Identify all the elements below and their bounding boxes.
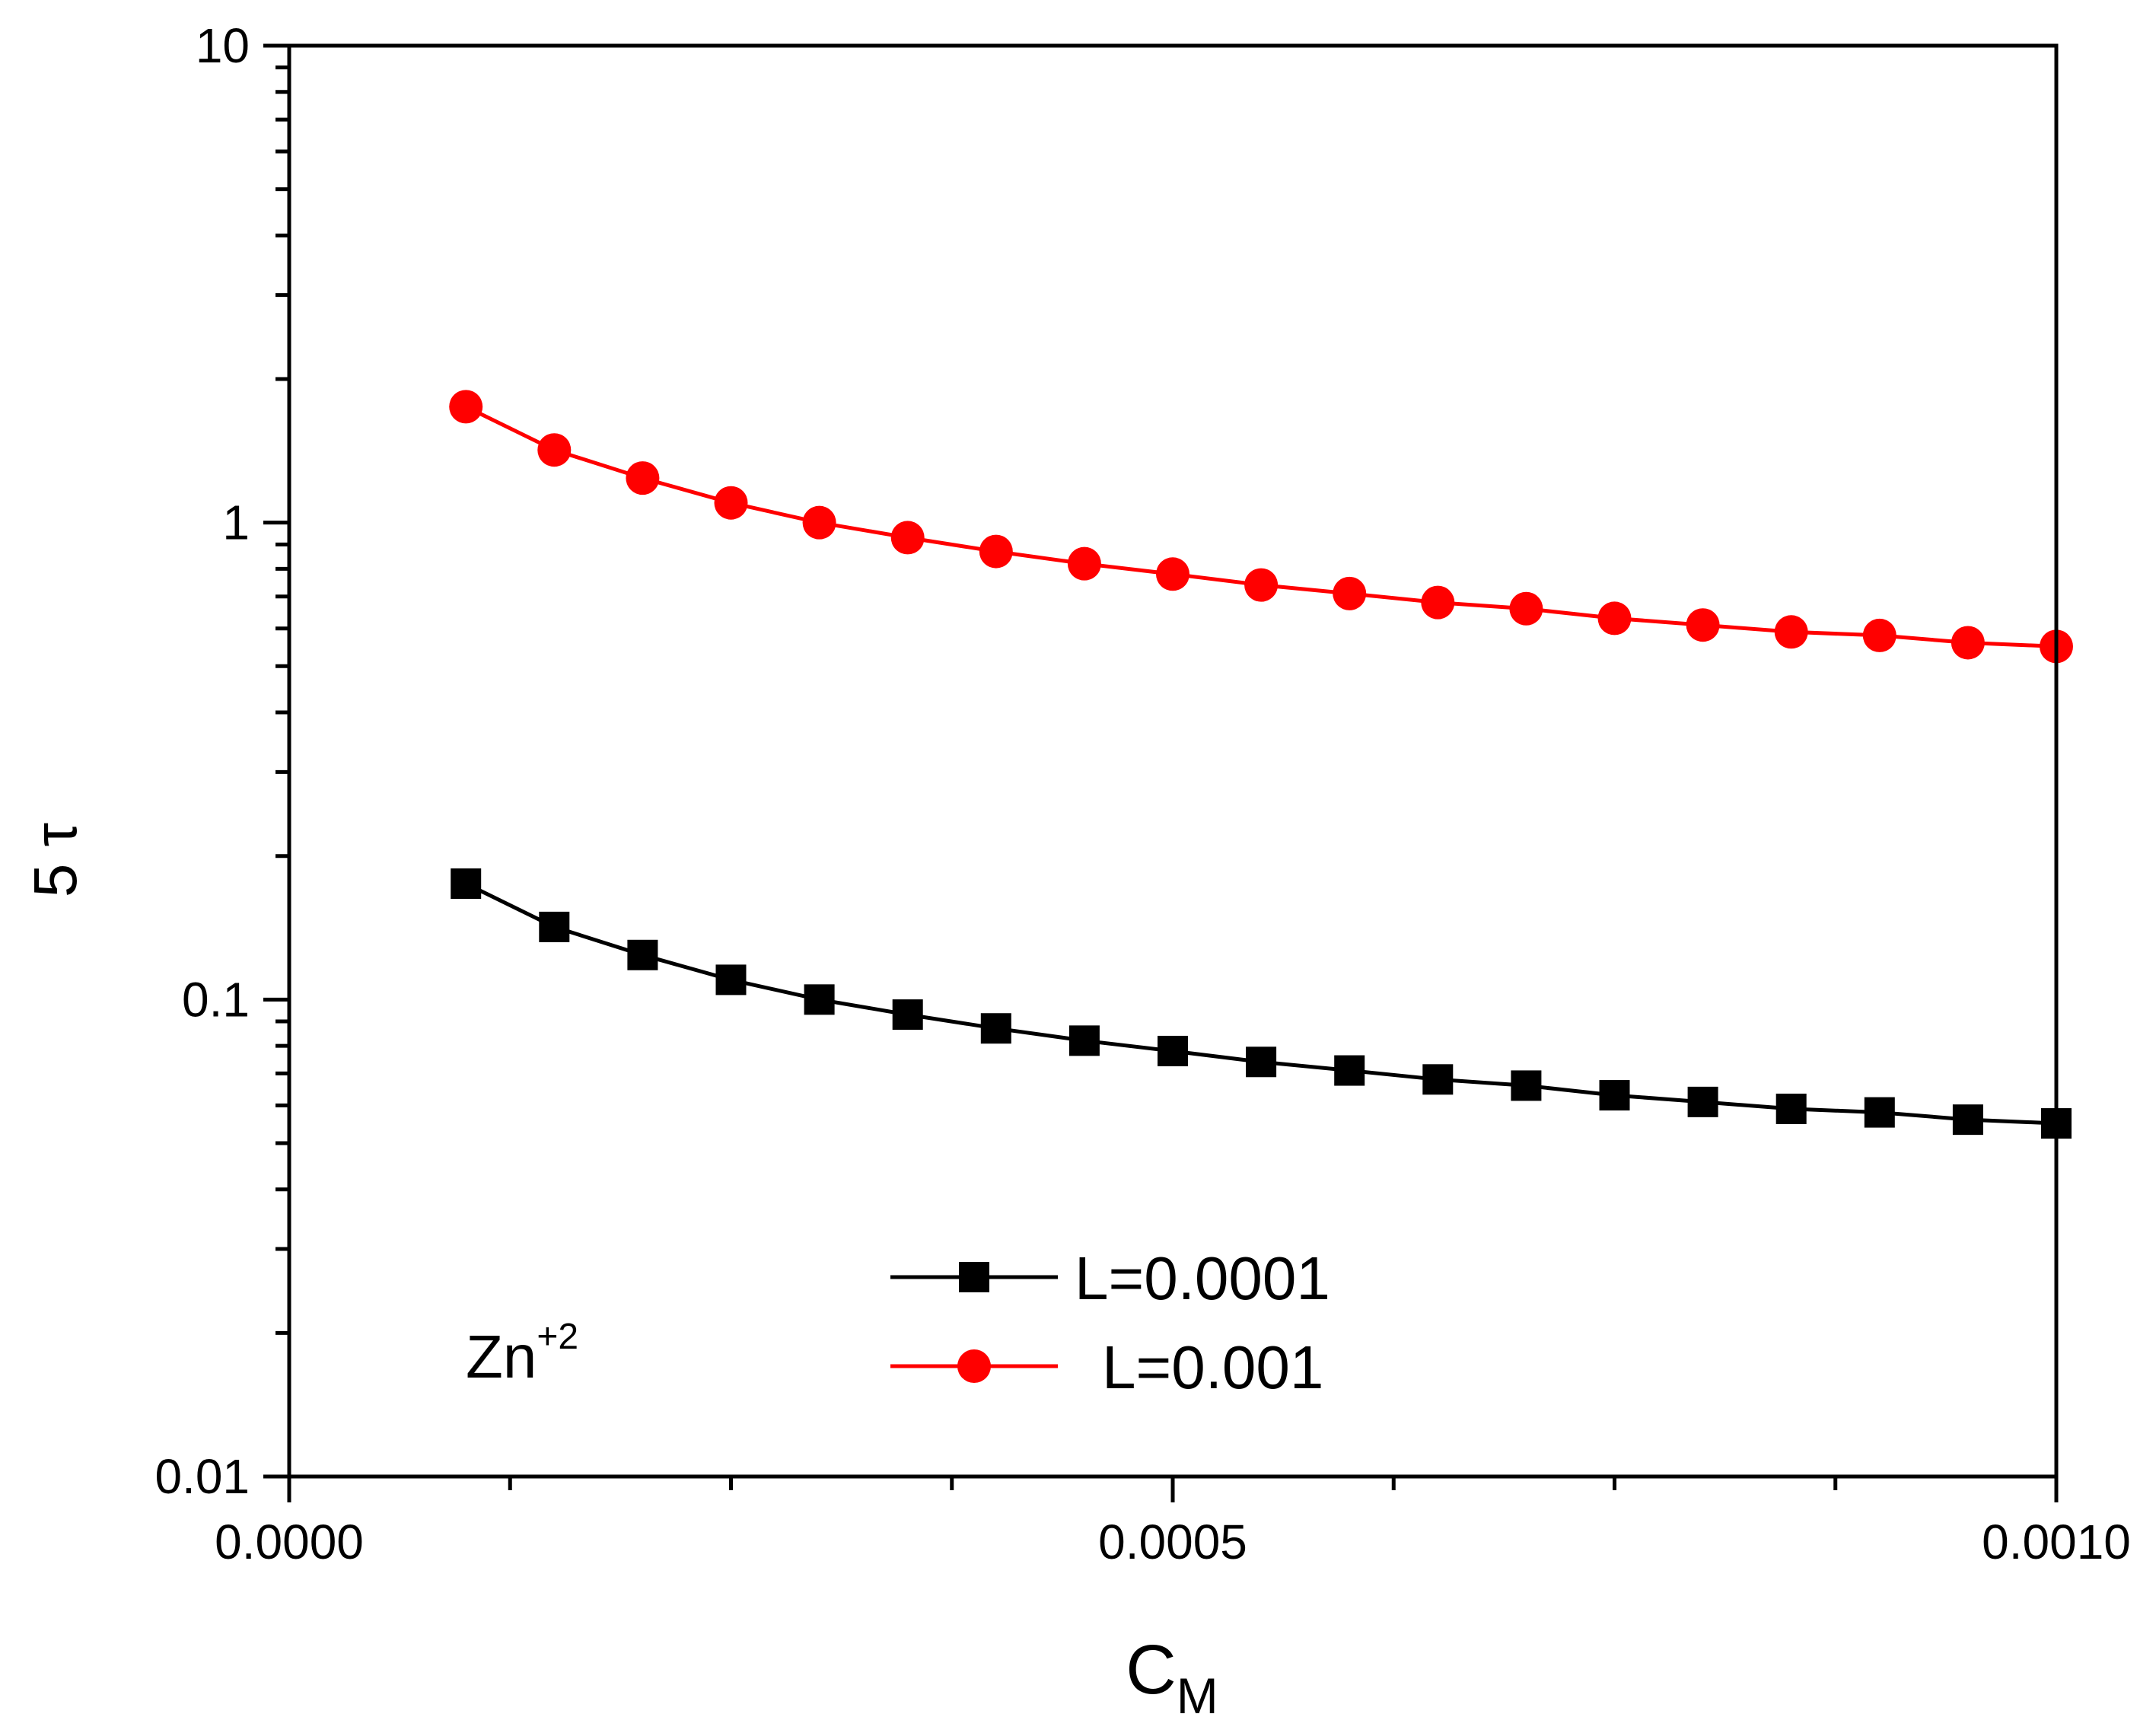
data-point-circle [714, 486, 748, 520]
data-point-circle [979, 534, 1013, 569]
data-point-circle [1067, 546, 1101, 581]
legend: L=0.0001 L=0.001 [890, 1244, 1330, 1401]
data-point-square [1246, 1046, 1277, 1078]
data-point-circle [1509, 591, 1543, 626]
y-tick-label: 10 [196, 18, 250, 73]
data-point-square [1334, 1055, 1365, 1086]
data-point-square [539, 911, 570, 942]
x-axis-title: CM [1126, 1631, 1218, 1724]
data-point-square [804, 984, 835, 1015]
data-point-circle [1421, 585, 1455, 620]
data-point-circle [802, 505, 836, 540]
data-point-square [1158, 1035, 1188, 1066]
annotation-zn: Zn+2 [466, 1317, 578, 1391]
data-point-square [715, 964, 747, 996]
data-point-circle [1774, 615, 1808, 649]
data-point-circle [626, 461, 660, 495]
legend-label: L=0.0001 [1075, 1244, 1330, 1312]
x-tick-label: 0.0000 [215, 1515, 364, 1569]
data-point-square [1687, 1086, 1718, 1117]
axes: 0.0000 0.0005 0.0010 0.01 0.1 1 10 [154, 18, 2130, 1569]
data-point-circle [1156, 557, 1189, 591]
data-point-square [1952, 1104, 1983, 1136]
data-point-square [1599, 1080, 1630, 1111]
plot-area [449, 390, 2073, 1139]
data-point-square [627, 939, 658, 970]
data-point-square [980, 1013, 1011, 1044]
data-point-circle [890, 521, 925, 555]
y-tick-label: 0.01 [154, 1449, 250, 1504]
data-point-circle [1597, 601, 1632, 636]
legend-marker-circle [957, 1349, 991, 1383]
data-point-circle [537, 433, 572, 467]
data-point-square [1422, 1064, 1454, 1095]
legend-marker-square [959, 1262, 989, 1292]
data-point-square [1864, 1097, 1895, 1128]
data-point-square [1068, 1025, 1100, 1056]
data-point-square [892, 999, 923, 1031]
x-tick-label: 0.0010 [1982, 1515, 2131, 1569]
data-point-square [451, 868, 482, 900]
data-point-circle [1333, 576, 1367, 610]
legend-label: L=0.001 [1102, 1333, 1323, 1401]
data-point-square [1511, 1070, 1542, 1101]
x-tick-label: 0.0005 [1098, 1515, 1247, 1569]
data-point-circle [1244, 568, 1279, 602]
data-point-square [1775, 1093, 1807, 1124]
data-point-circle [1951, 626, 1985, 660]
data-point-circle [1862, 618, 1896, 652]
y-tick-label: 1 [222, 495, 250, 550]
y-axis-title: 5 τ [21, 823, 89, 897]
y-tick-label: 0.1 [182, 972, 250, 1027]
data-point-circle [1686, 608, 1720, 642]
data-point-circle [449, 390, 483, 424]
